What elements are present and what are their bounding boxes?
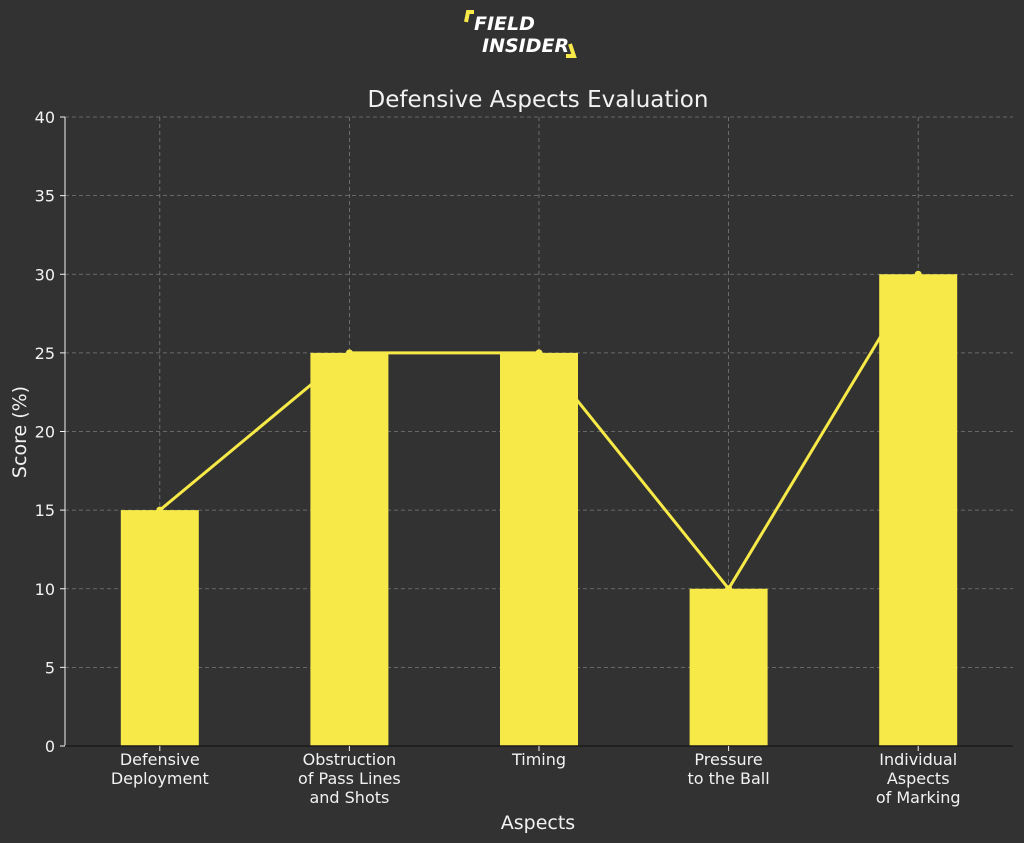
series-point: [725, 585, 733, 593]
logo-bracket-right: [566, 43, 577, 58]
bar: [500, 352, 578, 746]
y-axis-label: Score (%): [9, 386, 31, 478]
line-layer: [156, 270, 922, 593]
field-insider-logo: FIELD INSIDER: [464, 10, 577, 58]
x-tick-label: Defensive Deployment: [111, 750, 209, 788]
y-tick-label: 10: [35, 580, 55, 599]
y-tick-label: 35: [35, 187, 55, 206]
logo-text-insider: INSIDER: [482, 35, 569, 57]
axis-layer: 0 5 10 15 20 25 30 35 40 Defensive Deployment Obstr…: [35, 108, 1013, 807]
bar-layer: [120, 274, 958, 746]
y-tick-label: 15: [35, 501, 55, 520]
y-tick-label: 40: [35, 108, 55, 127]
x-tick-label: Individual Aspects of Marking: [876, 750, 961, 807]
logo-bracket-left: [464, 10, 474, 23]
series-point: [156, 506, 164, 514]
bar: [120, 510, 199, 746]
x-tick-label: Timing: [511, 750, 566, 769]
x-tick-label: Pressure to the Ball: [688, 750, 770, 788]
y-tick-label: 25: [35, 344, 55, 363]
chart-title: Defensive Aspects Evaluation: [368, 87, 709, 113]
y-tick-label: 5: [45, 658, 55, 677]
series-point: [914, 270, 922, 278]
series-point: [345, 349, 353, 357]
bar: [310, 352, 389, 746]
y-tick-label: 0: [45, 737, 55, 756]
x-tick-label: Obstruction of Pass Lines and Shots: [298, 750, 401, 807]
x-axis-label: Aspects: [501, 812, 575, 834]
logo-text-field: FIELD: [474, 13, 535, 35]
bar: [689, 588, 768, 746]
bar: [879, 274, 958, 746]
y-tick-label: 20: [35, 423, 55, 442]
y-tick-label: 30: [35, 265, 55, 284]
series-point: [535, 349, 543, 357]
